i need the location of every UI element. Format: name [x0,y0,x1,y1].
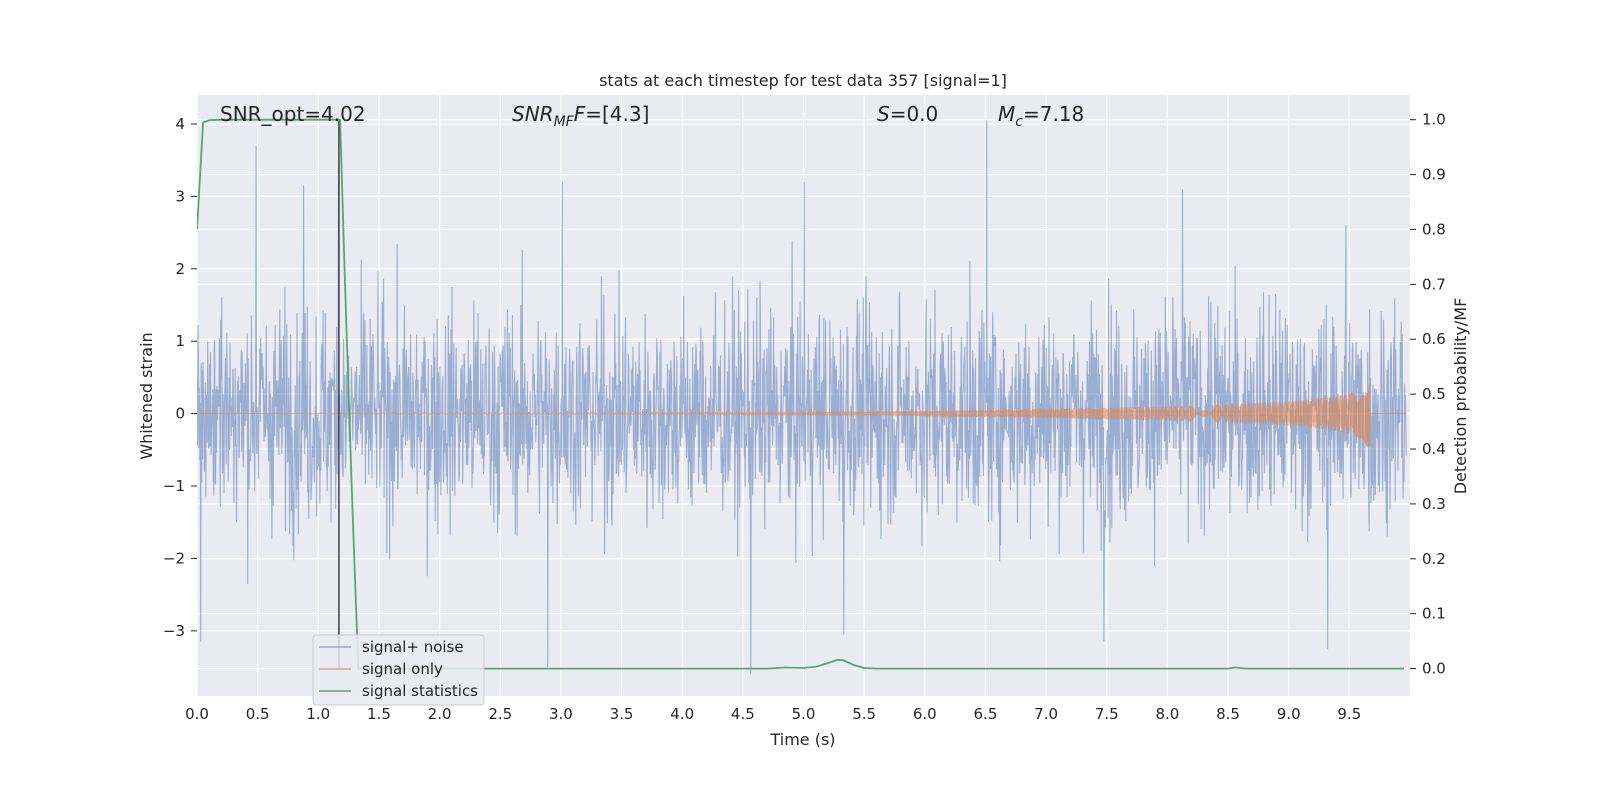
x-tick-label: 8.5 [1216,705,1240,723]
x-axis-label: Time (s) [769,730,835,749]
snr-mf-value: =[4.3] [585,102,649,126]
left-y-tick-label: 2 [175,260,185,278]
mc-annotation: Mc=7.18 [998,102,1084,130]
x-tick-label: 2.0 [428,705,452,723]
right-y-tick-label: 0.1 [1422,605,1446,623]
x-tick-label: 0.0 [185,705,209,723]
left-y-tick-label: 1 [175,332,185,350]
legend-box [312,634,485,706]
x-tick-label: 5.0 [792,705,816,723]
x-tick-label: 7.0 [1034,705,1058,723]
x-tick-label: 2.5 [488,705,512,723]
x-axis-ticks: 0.0 0.5 1.0 1.5 2.0 2.5 3.0 3.5 4.0 4.5 5.0 5.5 6.0 6… [185,705,1361,723]
snr-opt-annotation: SNR_opt=4.02 [220,102,366,126]
x-tick-label: 4.5 [731,705,755,723]
right-y-tick-label: 0.7 [1422,275,1446,293]
right-y-tick-label: 1.0 [1422,111,1446,129]
x-tick-label: 1.5 [367,705,391,723]
x-tick-label: 5.5 [852,705,876,723]
right-y-tick-label: 0.8 [1422,220,1446,238]
chart-title: stats at each timestep for test data 357… [599,71,1007,90]
x-tick-label: 6.0 [913,705,937,723]
x-tick-label: 4.0 [670,705,694,723]
signal-only-line [197,384,1407,447]
legend-signal-label: signal only [362,660,443,678]
legend: signal+ noise signal only signal statist… [312,634,485,706]
left-y-axis-ticks: 4 3 2 1 0 −1 −2 −3 [163,115,197,640]
left-y-tick-label: −2 [163,549,185,567]
legend-noise-label: signal+ noise [362,638,464,656]
series-layer [197,118,1407,675]
legend-statistics-label: signal statistics [362,682,478,700]
x-tick-label: 9.5 [1337,705,1361,723]
right-y-axis-ticks: 1.0 0.9 0.8 0.7 0.6 0.5 0.4 0.3 0.2 0.1 0.0 [1410,111,1446,678]
x-tick-label: 7.5 [1095,705,1119,723]
right-y-axis-label: Detection probability/MF [1451,298,1470,495]
left-y-tick-label: 4 [175,115,185,133]
signal-statistics-line [197,118,1404,670]
x-tick-label: 3.0 [549,705,573,723]
s-annotation: S=0.0 [877,102,938,126]
right-y-tick-label: 0.3 [1422,495,1446,513]
signal-plus-noise-line [197,120,1407,675]
right-y-tick-label: 0.2 [1422,550,1446,568]
s-value: =0.0 [890,102,939,126]
x-tick-label: 1.0 [306,705,330,723]
left-y-tick-label: −1 [163,477,185,495]
x-tick-label: 9.0 [1277,705,1301,723]
snr-mf-annotation: SNRMFF=[4.3] [512,102,649,130]
left-y-tick-label: 0 [175,405,185,423]
right-y-tick-label: 0.6 [1422,330,1446,348]
right-y-tick-label: 0.9 [1422,166,1446,184]
mc-value: =7.18 [1023,102,1084,126]
right-y-tick-label: 0.0 [1422,660,1446,678]
right-y-tick-label: 0.5 [1422,385,1446,403]
x-tick-label: 8.0 [1155,705,1179,723]
x-tick-label: 6.5 [974,705,998,723]
left-y-tick-label: 3 [175,187,185,205]
right-y-tick-label: 0.4 [1422,440,1446,458]
x-tick-label: 3.5 [610,705,634,723]
x-tick-label: 0.5 [246,705,270,723]
left-y-tick-label: −3 [163,622,185,640]
left-y-axis-label: Whitened strain [137,332,156,459]
